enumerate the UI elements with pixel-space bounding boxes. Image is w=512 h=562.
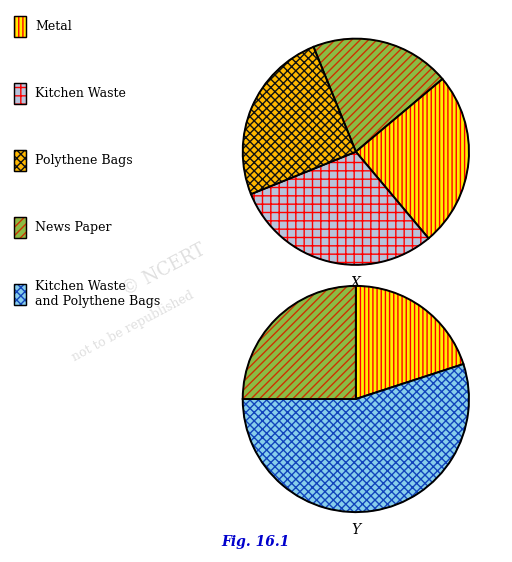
Text: News Paper: News Paper: [35, 221, 112, 234]
Text: Metal: Metal: [35, 20, 72, 33]
Text: © NCERT: © NCERT: [119, 241, 208, 299]
Text: Kitchen Waste: Kitchen Waste: [35, 87, 126, 100]
Bar: [13, 217, 26, 238]
Wedge shape: [243, 364, 469, 512]
Text: Y: Y: [351, 523, 360, 537]
Wedge shape: [356, 286, 463, 399]
Wedge shape: [251, 152, 429, 265]
Text: not to be republished: not to be republished: [70, 288, 196, 364]
Bar: [13, 16, 26, 37]
Bar: [13, 16, 26, 37]
Wedge shape: [356, 79, 469, 238]
Bar: [13, 150, 26, 171]
Bar: [13, 83, 26, 104]
Wedge shape: [313, 39, 442, 152]
Text: Kitchen Waste
and Polythene Bags: Kitchen Waste and Polythene Bags: [35, 280, 160, 308]
Bar: [13, 283, 26, 305]
Bar: [13, 83, 26, 104]
Bar: [13, 283, 26, 305]
Bar: [13, 217, 26, 238]
Text: X: X: [351, 275, 361, 289]
Text: Polythene Bags: Polythene Bags: [35, 154, 133, 167]
Wedge shape: [243, 47, 356, 194]
Text: Fig. 16.1: Fig. 16.1: [222, 536, 290, 549]
Wedge shape: [243, 286, 356, 399]
Bar: [13, 150, 26, 171]
